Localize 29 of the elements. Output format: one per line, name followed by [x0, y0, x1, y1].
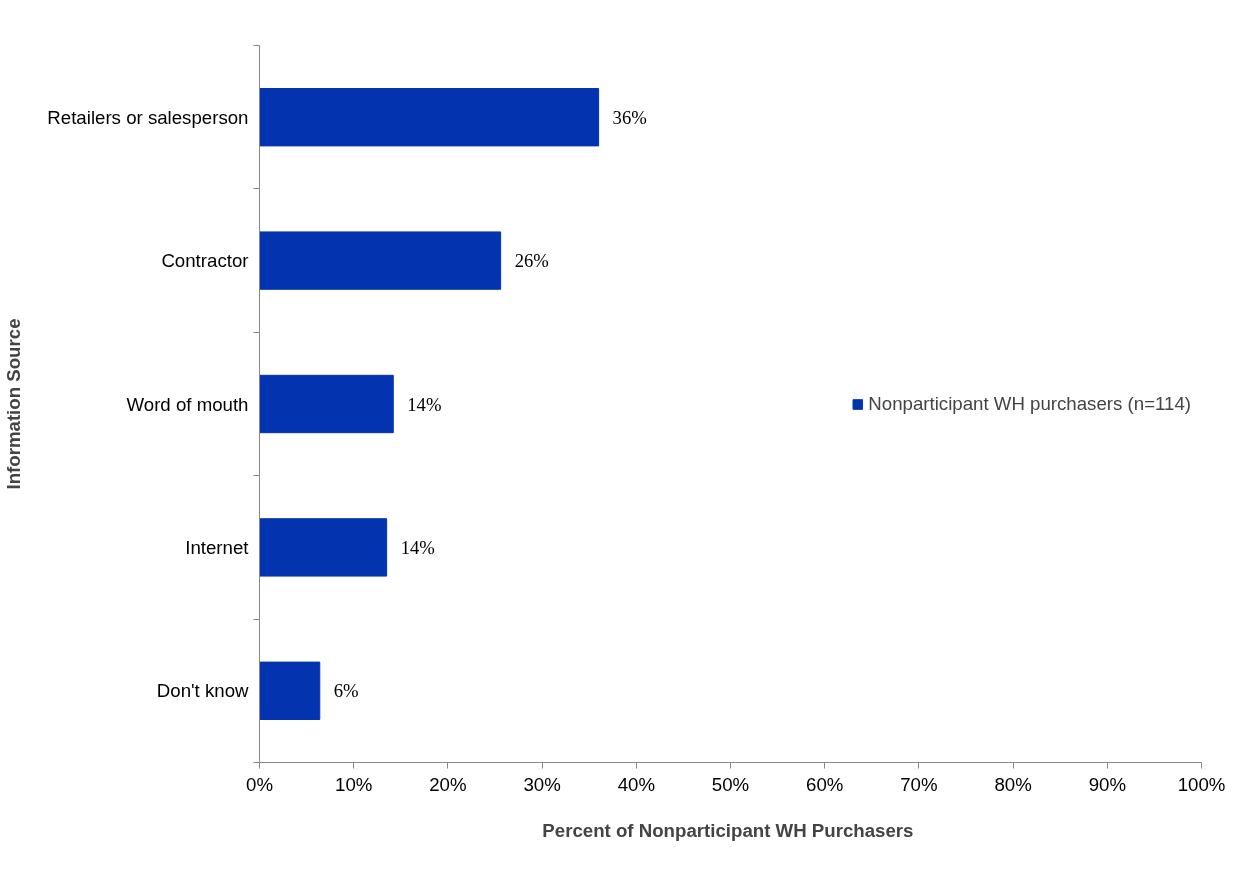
bar [259, 231, 502, 290]
y-tick-label: Internet [185, 536, 250, 558]
data-label: 14% [400, 536, 435, 558]
y-tick-label: Contractor [161, 250, 249, 272]
x-tick-label: 100% [1177, 773, 1226, 795]
x-tick-label: 60% [806, 773, 844, 795]
x-axis-title: Percent of Nonparticipant WH Purchasers [542, 819, 914, 841]
x-tick-label: 30% [523, 773, 561, 795]
x-tick-label: 20% [429, 773, 467, 795]
y-tick-label: Don't know [156, 680, 250, 702]
data-label: 6% [333, 680, 359, 702]
bar [259, 88, 600, 147]
y-tick-label: Retailers or salesperson [47, 106, 249, 128]
x-tick-label: 10% [335, 773, 373, 795]
data-label: 36% [612, 106, 647, 128]
x-tick-label: 40% [617, 773, 655, 795]
x-tick-label: 90% [1088, 773, 1126, 795]
y-tick-label: Word of mouth [126, 393, 249, 415]
data-label: 26% [514, 250, 549, 272]
x-tick-label: 50% [711, 773, 750, 795]
bar [259, 518, 388, 577]
data-label: 14% [407, 393, 442, 415]
legend-label: Nonparticipant WH purchasers (n=114) [868, 392, 1191, 415]
x-tick-label: 80% [994, 773, 1032, 795]
bar [259, 374, 394, 434]
bar [259, 661, 321, 720]
x-tick-label: 70% [900, 773, 938, 795]
x-tick-label: 0% [246, 773, 273, 795]
y-axis-title: Information Source [3, 318, 25, 490]
